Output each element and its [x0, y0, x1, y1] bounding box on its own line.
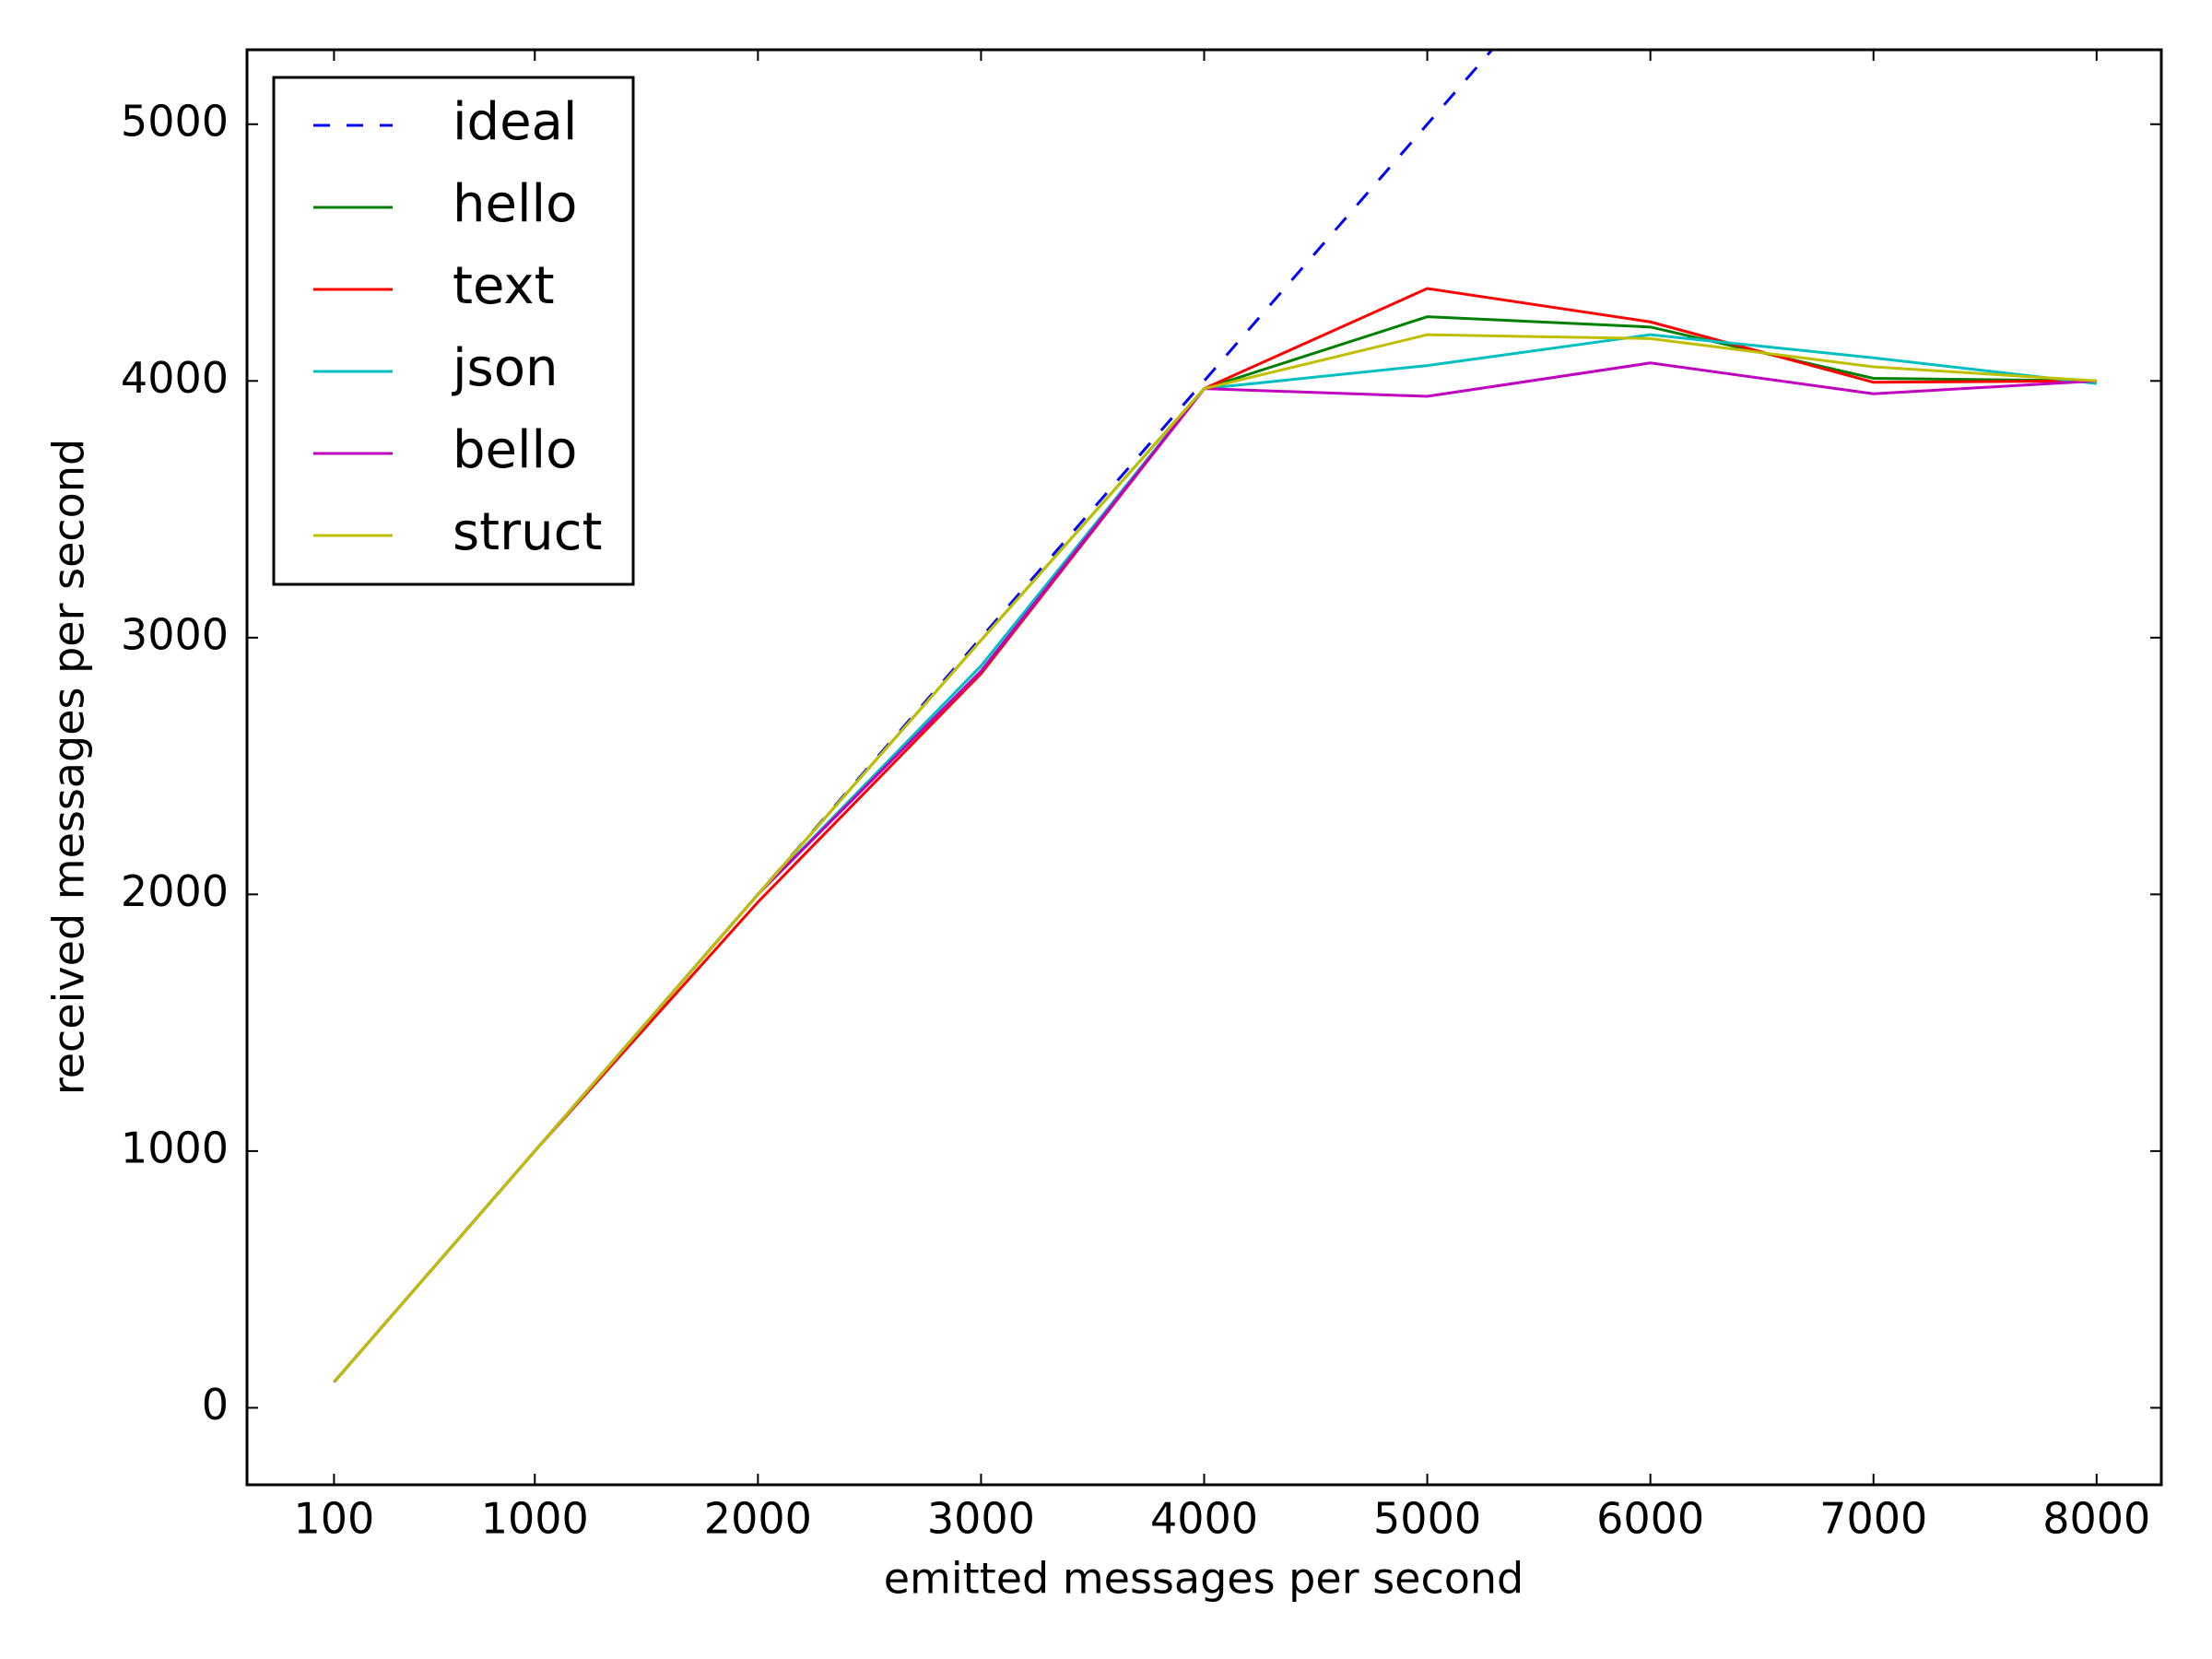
y-tick-label: 2000: [121, 866, 229, 916]
x-tick-label: 3000: [927, 1494, 1035, 1544]
x-axis-label: emitted messages per second: [884, 1554, 1524, 1604]
x-tick-label: 8000: [2042, 1494, 2150, 1544]
y-tick-label: 1000: [121, 1123, 229, 1172]
y-tick-label: 3000: [121, 609, 229, 659]
y-tick-label: 5000: [121, 96, 229, 146]
legend-box: [272, 76, 635, 586]
x-tick-label: 5000: [1373, 1494, 1481, 1544]
y-tick-label: 4000: [121, 353, 229, 403]
legend-label: bello: [453, 420, 577, 480]
series-line: [333, 333, 2097, 1383]
x-tick-label: 6000: [1596, 1494, 1704, 1544]
x-tick-label: 1000: [481, 1494, 589, 1544]
legend-label: struct: [453, 502, 602, 562]
y-tick-label: 0: [202, 1380, 229, 1430]
x-tick-label: 100: [294, 1494, 375, 1544]
plot-area: [333, 50, 2097, 1383]
legend-label: json: [451, 338, 559, 398]
x-tick-label: 4000: [1150, 1494, 1258, 1544]
x-tick-label: 2000: [704, 1494, 812, 1544]
y-axis-label: received messages per second: [44, 439, 94, 1095]
legend-label: hello: [453, 174, 577, 234]
legend-label: text: [453, 256, 555, 316]
x-tick-label: 7000: [1819, 1494, 1927, 1544]
legend-label: ideal: [453, 92, 577, 152]
